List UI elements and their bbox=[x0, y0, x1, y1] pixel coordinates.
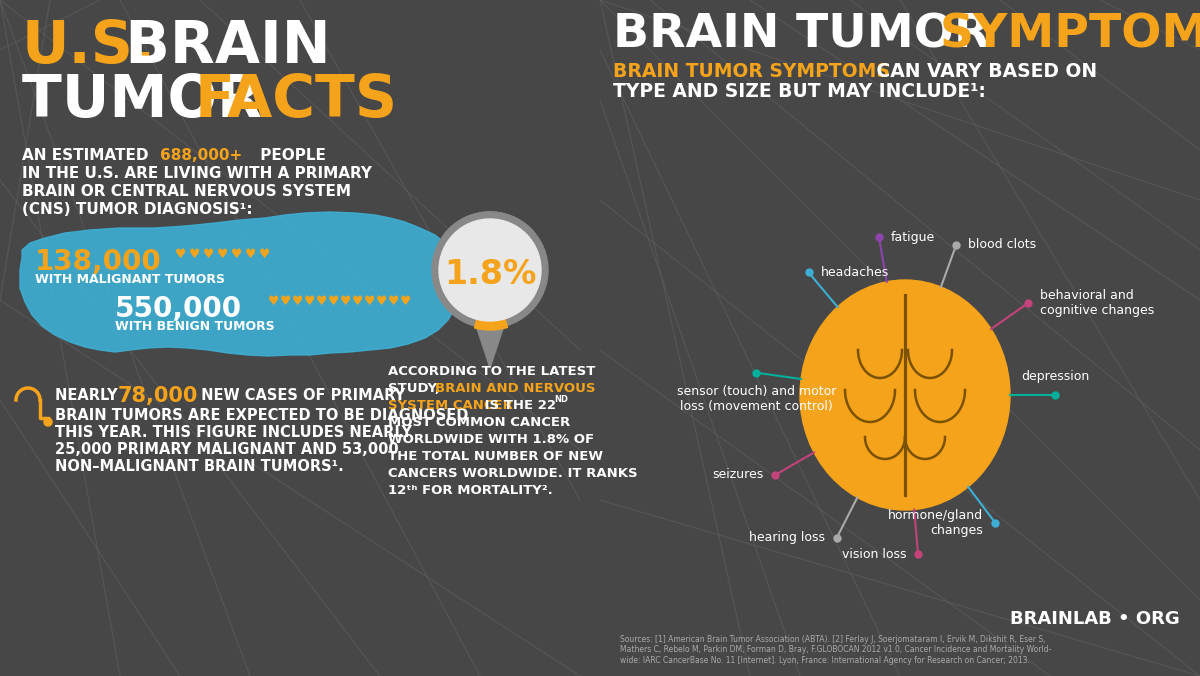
Text: vision loss: vision loss bbox=[841, 548, 906, 561]
Text: SYSTEM CANCER: SYSTEM CANCER bbox=[388, 399, 512, 412]
Text: WITH BENIGN TUMORS: WITH BENIGN TUMORS bbox=[115, 320, 275, 333]
Text: NON–MALIGNANT BRAIN TUMORS¹.: NON–MALIGNANT BRAIN TUMORS¹. bbox=[55, 459, 343, 474]
Text: CANCERS WORLDWIDE. IT RANKS: CANCERS WORLDWIDE. IT RANKS bbox=[388, 467, 637, 480]
Text: CAN VARY BASED ON: CAN VARY BASED ON bbox=[870, 62, 1097, 81]
Text: behavioral and
cognitive changes: behavioral and cognitive changes bbox=[1040, 289, 1154, 317]
Text: seizures: seizures bbox=[712, 468, 763, 481]
Text: ♥: ♥ bbox=[376, 295, 388, 308]
Text: BRAIN TUMOR SYMPTOMS: BRAIN TUMOR SYMPTOMS bbox=[613, 62, 890, 81]
Text: ♥: ♥ bbox=[340, 295, 352, 308]
Text: WITH MALIGNANT TUMORS: WITH MALIGNANT TUMORS bbox=[35, 273, 226, 286]
Text: BRAIN TUMORS ARE EXPECTED TO BE DIAGNOSED: BRAIN TUMORS ARE EXPECTED TO BE DIAGNOSE… bbox=[55, 408, 468, 423]
Text: ♥: ♥ bbox=[352, 295, 364, 308]
Text: IS THE 22: IS THE 22 bbox=[480, 399, 556, 412]
Text: TUMOR: TUMOR bbox=[22, 72, 282, 129]
Text: NEARLY: NEARLY bbox=[55, 388, 122, 403]
Text: TYPE AND SIZE BUT MAY INCLUDE¹:: TYPE AND SIZE BUT MAY INCLUDE¹: bbox=[613, 82, 986, 101]
Text: THIS YEAR. THIS FIGURE INCLUDES NEARLY: THIS YEAR. THIS FIGURE INCLUDES NEARLY bbox=[55, 425, 412, 440]
Text: hearing loss: hearing loss bbox=[749, 531, 824, 544]
Text: ♥: ♥ bbox=[304, 295, 316, 308]
Text: SYMPTOMS: SYMPTOMS bbox=[940, 12, 1200, 57]
Text: U.S.: U.S. bbox=[22, 18, 156, 75]
Text: ♥: ♥ bbox=[280, 295, 292, 308]
Text: ACCORDING TO THE LATEST: ACCORDING TO THE LATEST bbox=[388, 365, 595, 378]
Text: FACTS: FACTS bbox=[194, 72, 398, 129]
Text: 1.8%: 1.8% bbox=[444, 258, 536, 291]
Text: sensor (touch) and motor
loss (movement control): sensor (touch) and motor loss (movement … bbox=[677, 385, 836, 413]
Text: ♥: ♥ bbox=[190, 248, 200, 261]
Text: PEOPLE: PEOPLE bbox=[256, 148, 326, 163]
Text: ♥: ♥ bbox=[316, 295, 328, 308]
Circle shape bbox=[44, 418, 52, 426]
Text: ♥: ♥ bbox=[400, 295, 412, 308]
Circle shape bbox=[432, 212, 548, 328]
Text: AN ESTIMATED: AN ESTIMATED bbox=[22, 148, 154, 163]
Text: BRAIN AND NERVOUS: BRAIN AND NERVOUS bbox=[436, 382, 595, 395]
Text: STUDY,: STUDY, bbox=[388, 382, 445, 395]
Text: ♥: ♥ bbox=[364, 295, 376, 308]
Text: ♥: ♥ bbox=[217, 248, 228, 261]
Text: Sources: [1] American Brain Tumor Association (ABTA). [2] Ferlay J, Soerjomatara: Sources: [1] American Brain Tumor Associ… bbox=[620, 635, 1051, 665]
Text: BRAIN TUMOR: BRAIN TUMOR bbox=[613, 12, 1007, 57]
Text: fatigue: fatigue bbox=[890, 231, 935, 244]
Text: 138,000: 138,000 bbox=[35, 248, 162, 276]
Text: ♥: ♥ bbox=[230, 248, 242, 261]
Text: MOST COMMON CANCER: MOST COMMON CANCER bbox=[388, 416, 570, 429]
Text: BRAIN: BRAIN bbox=[106, 18, 331, 75]
Text: 25,000 PRIMARY MALIGNANT AND 53,000: 25,000 PRIMARY MALIGNANT AND 53,000 bbox=[55, 442, 398, 457]
Text: ♥: ♥ bbox=[388, 295, 400, 308]
Text: headaches: headaches bbox=[821, 266, 889, 279]
Text: IN THE U.S. ARE LIVING WITH A PRIMARY: IN THE U.S. ARE LIVING WITH A PRIMARY bbox=[22, 166, 372, 181]
Text: THE TOTAL NUMBER OF NEW: THE TOTAL NUMBER OF NEW bbox=[388, 450, 604, 463]
Text: ♥: ♥ bbox=[292, 295, 304, 308]
Text: 78,000: 78,000 bbox=[118, 386, 198, 406]
Text: ♥: ♥ bbox=[259, 248, 270, 261]
Text: 550,000: 550,000 bbox=[115, 295, 242, 323]
Text: hormone/gland
changes: hormone/gland changes bbox=[888, 509, 983, 537]
Text: BRAIN OR CENTRAL NERVOUS SYSTEM: BRAIN OR CENTRAL NERVOUS SYSTEM bbox=[22, 184, 352, 199]
Polygon shape bbox=[20, 212, 462, 356]
Ellipse shape bbox=[800, 280, 1010, 510]
Text: ♥: ♥ bbox=[203, 248, 215, 261]
Text: ♥: ♥ bbox=[245, 248, 257, 261]
Text: (CNS) TUMOR DIAGNOSIS¹:: (CNS) TUMOR DIAGNOSIS¹: bbox=[22, 202, 253, 217]
Text: BRAINLAB • ORG: BRAINLAB • ORG bbox=[1010, 610, 1180, 628]
Text: ND: ND bbox=[554, 395, 568, 404]
Wedge shape bbox=[474, 270, 508, 330]
Text: ♥: ♥ bbox=[328, 295, 340, 308]
Text: ♥: ♥ bbox=[175, 248, 186, 261]
Text: WORLDWIDE WITH 1.8% OF: WORLDWIDE WITH 1.8% OF bbox=[388, 433, 594, 446]
Text: depression: depression bbox=[1021, 370, 1090, 383]
Text: NEW CASES OF PRIMARY: NEW CASES OF PRIMARY bbox=[196, 388, 406, 403]
Text: 688,000+: 688,000+ bbox=[160, 148, 242, 163]
Text: 12ᵗʰ FOR MORTALITY².: 12ᵗʰ FOR MORTALITY². bbox=[388, 484, 553, 497]
Text: blood clots: blood clots bbox=[968, 238, 1037, 251]
Polygon shape bbox=[445, 212, 534, 368]
Circle shape bbox=[439, 219, 541, 321]
Text: ♥: ♥ bbox=[268, 295, 280, 308]
